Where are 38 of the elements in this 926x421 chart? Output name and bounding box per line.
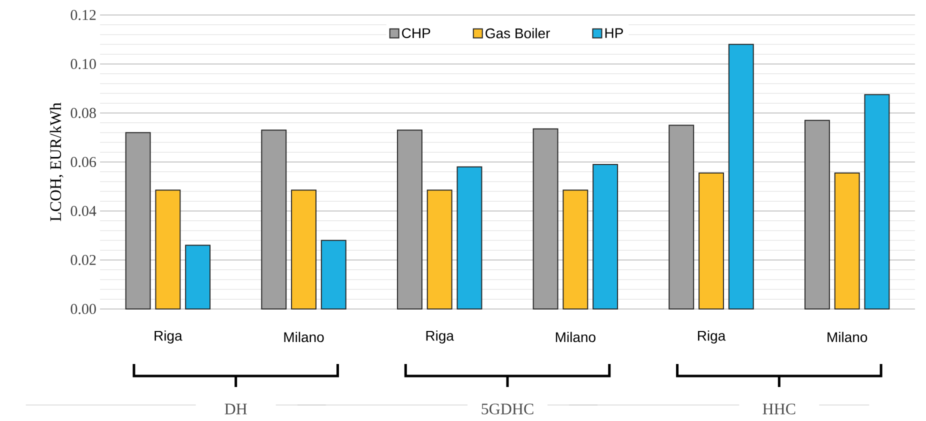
bar bbox=[396, 130, 422, 310]
bar bbox=[668, 124, 694, 310]
bar bbox=[728, 44, 754, 310]
bar bbox=[261, 130, 287, 310]
y-tick-label: 0.02 bbox=[70, 254, 96, 266]
x-tick-label: Milano bbox=[828, 332, 868, 342]
y-axis-title: LCOH, EUR/kWh bbox=[50, 102, 64, 222]
bar bbox=[804, 120, 830, 310]
bar bbox=[185, 244, 211, 310]
bar bbox=[155, 190, 181, 310]
bar bbox=[864, 94, 890, 310]
bar bbox=[834, 172, 860, 310]
bar bbox=[426, 190, 452, 310]
legend-label: CHP bbox=[402, 28, 430, 38]
bar bbox=[532, 128, 558, 310]
bar bbox=[456, 166, 482, 310]
bar bbox=[592, 164, 618, 310]
text: DH bbox=[224, 404, 247, 414]
bar bbox=[562, 190, 588, 310]
bar bbox=[698, 172, 724, 310]
legend-label: Gas Boiler bbox=[486, 28, 550, 38]
text: HHC bbox=[762, 404, 796, 414]
y-tick-label: 0.12 bbox=[70, 10, 96, 20]
x-tick-label: Milano bbox=[556, 332, 596, 342]
y-tick-label: 0.06 bbox=[70, 156, 96, 168]
y-tick-label: 0.04 bbox=[70, 206, 96, 216]
x-tick-label: Riga bbox=[154, 330, 182, 344]
y-tick-label: 0.00 bbox=[70, 304, 96, 314]
y-tick-label: 0.08 bbox=[70, 108, 96, 118]
bar bbox=[291, 190, 316, 310]
x-tick-label: Milano bbox=[284, 332, 324, 342]
x-tick-label: Riga bbox=[698, 330, 726, 344]
x-tick-label: Riga bbox=[426, 330, 454, 344]
text: 5GDHC bbox=[482, 404, 534, 414]
legend-label: HP bbox=[605, 28, 623, 38]
bar bbox=[125, 132, 151, 310]
y-tick-label: 0.10 bbox=[70, 58, 96, 70]
bar bbox=[320, 240, 346, 310]
